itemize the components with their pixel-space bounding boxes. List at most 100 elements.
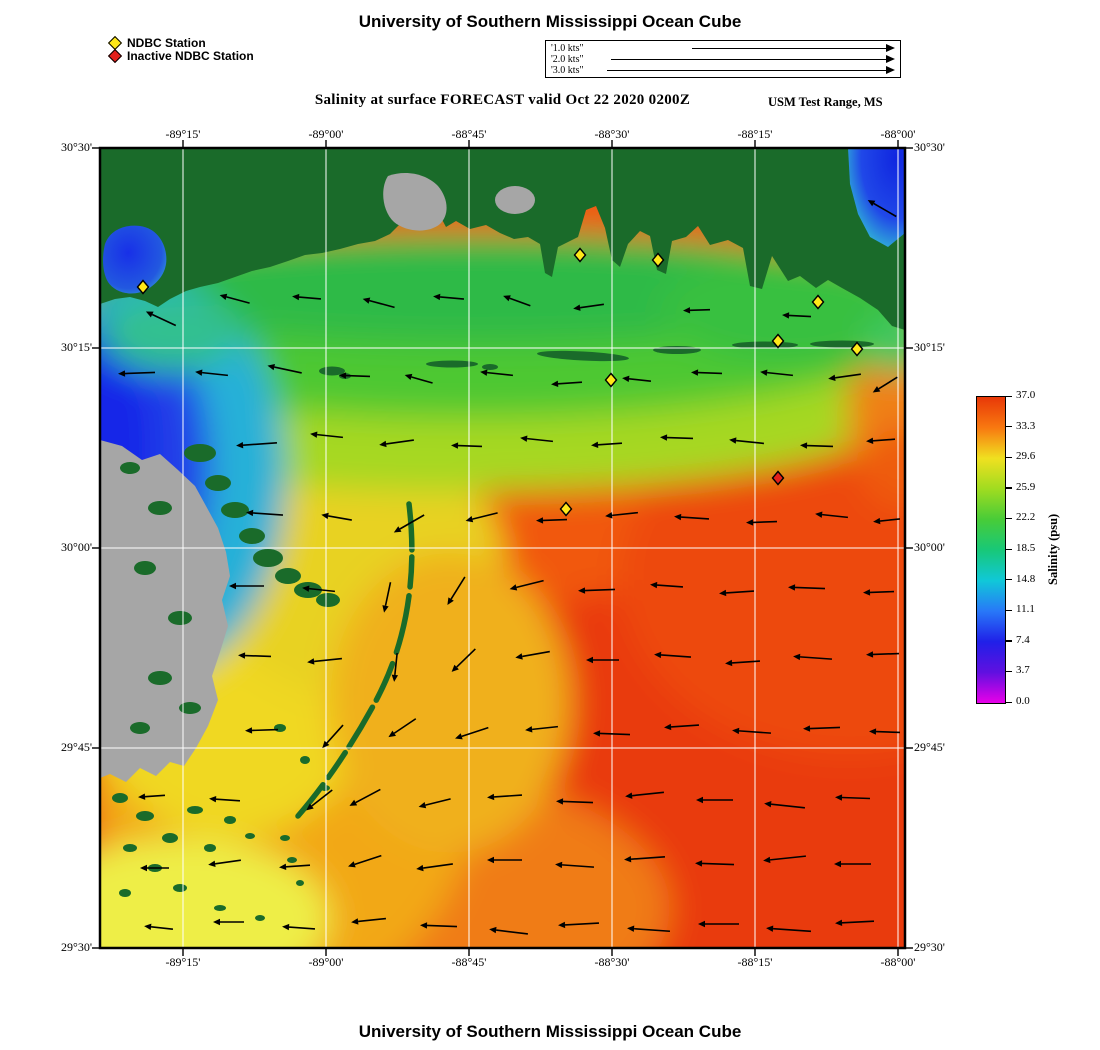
current-arrow [611, 511, 639, 517]
ndbc-station-marker [651, 252, 665, 268]
current-arrow [328, 515, 352, 521]
station-legend: NDBC Station Inactive NDBC Station [107, 35, 254, 63]
current-arrowhead-icon [209, 795, 217, 803]
colorbar-tick-label: 14.8 [1016, 572, 1036, 585]
current-arrowhead-icon [719, 589, 727, 597]
current-arrowhead-icon [515, 653, 523, 660]
current-arrow [384, 582, 392, 606]
current-arrow [564, 922, 600, 926]
scale-row-label: '2.0 kts" [551, 53, 584, 65]
current-arrowhead-icon [536, 517, 544, 524]
current-arrow [386, 439, 414, 445]
current-arrowhead-icon [828, 374, 836, 381]
lat-axis-label: 30°30' [914, 140, 945, 154]
current-arrow [423, 863, 453, 869]
scale-arrowhead-icon [886, 43, 895, 52]
current-arrow [680, 516, 710, 520]
current-arrowhead-icon [306, 803, 314, 811]
lat-axis-label: 29°45' [61, 740, 92, 754]
current-arrowhead-icon [118, 370, 126, 377]
current-arrowhead-icon [195, 369, 203, 376]
current-arrow [689, 308, 711, 312]
current-arrowhead-icon [520, 435, 528, 442]
current-arrow [561, 864, 595, 868]
current-arrowhead-icon [379, 440, 387, 448]
current-arrow [394, 652, 398, 676]
scale-row-label: '3.0 kts" [551, 64, 584, 76]
lon-axis-label: -89°15' [165, 955, 201, 969]
colorbar-tick [1006, 701, 1012, 703]
colorbar-tick [1006, 517, 1012, 520]
lat-axis-label: 29°30' [914, 940, 945, 954]
current-arrowhead-icon [732, 727, 740, 735]
current-arrow [670, 724, 700, 728]
current-arrow [875, 730, 901, 734]
current-arrowhead-icon [763, 856, 771, 864]
colorbar-tick [1006, 579, 1012, 581]
current-arrowhead-icon [674, 513, 682, 521]
current-arrowhead-icon [140, 864, 147, 872]
scale-row-label: '1.0 kts" [551, 42, 584, 54]
current-arrow [697, 371, 723, 375]
current-arrow [725, 590, 755, 594]
current-arrowhead-icon [509, 584, 518, 591]
current-arrowhead-icon [586, 656, 593, 664]
current-arrow [599, 732, 631, 736]
marsh-islands [112, 444, 340, 921]
current-arrow [456, 648, 476, 668]
region-label: USM Test Range, MS [768, 95, 883, 109]
current-arrowhead-icon [236, 441, 244, 449]
salinity-colorbar [976, 396, 1006, 704]
current-arrowhead-icon [558, 921, 566, 929]
current-arrow [151, 313, 177, 327]
graticule [100, 148, 905, 948]
current-arrowhead-icon [487, 856, 494, 864]
colorbar-tick-label: 33.3 [1016, 419, 1036, 432]
current-arrow [701, 862, 735, 866]
current-arrow [766, 371, 794, 377]
current-arrowhead-icon [447, 597, 454, 605]
current-arrowhead-icon [654, 651, 662, 659]
current-arrowhead-icon [292, 293, 300, 301]
current-arrow [841, 920, 875, 924]
current-arrowhead-icon [246, 509, 254, 517]
current-arrowhead-icon [525, 726, 533, 733]
lat-axis-label: 29°45' [914, 740, 945, 754]
salinity-map [92, 140, 913, 956]
current-arrowhead-icon [404, 373, 413, 381]
colorbar-tick [1006, 609, 1012, 611]
current-arrowhead-icon [766, 925, 774, 932]
current-arrow [251, 728, 279, 732]
current-arrow [772, 927, 812, 933]
current-arrowhead-icon [489, 926, 497, 934]
current-arrowhead-icon [351, 918, 359, 925]
current-arrow [316, 433, 344, 439]
current-arrowhead-icon [267, 363, 275, 371]
current-arrowhead-icon [866, 651, 874, 658]
current-arrowhead-icon [664, 723, 672, 731]
current-arrowhead-icon [487, 793, 495, 801]
current-arrowhead-icon [815, 511, 823, 518]
current-arrowhead-icon [650, 581, 658, 589]
current-arrow [806, 444, 834, 448]
current-arrow [869, 590, 895, 594]
current-arrowhead-icon [834, 860, 841, 868]
current-arrow [835, 373, 861, 379]
current-arrow [584, 588, 616, 592]
inactive-ndbc-station-icon [107, 48, 123, 63]
current-arrowhead-icon [746, 519, 754, 526]
current-arrow [369, 299, 395, 309]
current-arrowhead-icon [307, 658, 315, 665]
current-arrow [872, 652, 900, 656]
lon-axis-label: -88°00' [880, 127, 916, 141]
current-arrowhead-icon [605, 512, 613, 519]
current-arrowhead-icon [625, 792, 633, 799]
current-arrow [357, 917, 387, 923]
current-arrow [809, 726, 841, 730]
current-arrow [656, 584, 684, 588]
current-arrowhead-icon [245, 727, 253, 734]
mobile-bay-water [848, 148, 905, 247]
current-arrow [557, 381, 583, 385]
current-arrowhead-icon [391, 674, 399, 682]
